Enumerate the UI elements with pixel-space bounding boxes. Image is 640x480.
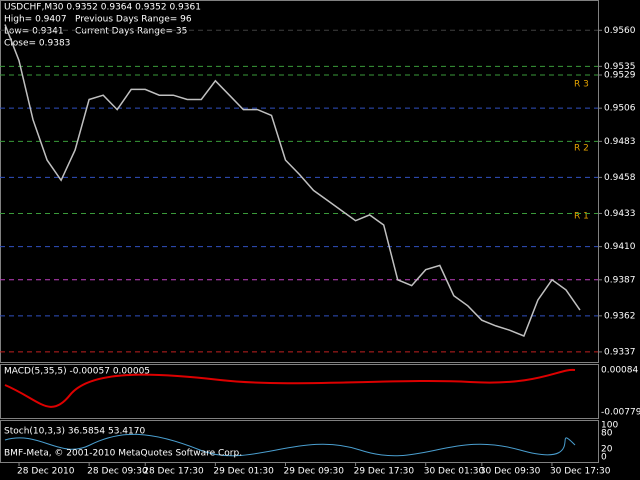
x-tick-label: 29 Dec 09:30 [283, 467, 344, 477]
stoch-tick: 20 [601, 445, 613, 455]
macd-label: MACD(5,35,5) -0.00057 0.00005 [4, 367, 150, 377]
y-tick-label: 0.9387 [604, 275, 636, 285]
stoch-panel [0, 420, 599, 463]
header-low: Low= 0.9341 [4, 27, 64, 37]
macd-panel [0, 364, 599, 419]
y-tick-label: 0.9433 [604, 209, 636, 219]
main-panel [0, 0, 599, 363]
y-tick-label: 0.9506 [604, 104, 636, 114]
pivot-label: R 1 [574, 212, 589, 222]
y-tick-label: 0.9458 [604, 173, 636, 183]
y-tick-label: 0.9362 [604, 311, 636, 321]
macd-tick: -0.00779 [601, 408, 640, 418]
x-tick-label: 28 Dec 09:30 [87, 467, 148, 477]
footer: BMF-Meta, © 2001-2010 MetaQuotes Softwar… [4, 449, 242, 459]
y-tick-label: 0.9483 [604, 137, 636, 147]
y-tick-label: 0.9535 [604, 62, 636, 72]
price-line [4, 24, 581, 337]
macd-tick: 0.00084 [601, 366, 638, 376]
x-tick-label: 28 Dec 17:30 [143, 467, 204, 477]
header-cur-range: Current Days Range= 35 [75, 27, 187, 37]
stoch-main [4, 433, 576, 457]
x-tick-label: 28 Dec 2010 [17, 467, 75, 477]
macd-signal [4, 368, 576, 408]
pivot-label: R 3 [574, 80, 589, 90]
y-tick-label: 0.9337 [604, 347, 636, 357]
header-close: Close= 0.9383 [4, 39, 70, 49]
x-tick-label: 30 Dec 17:30 [550, 467, 611, 477]
y-tick-label: 0.9410 [604, 242, 636, 252]
stoch-tick: 100 [601, 421, 618, 431]
x-tick-label: 29 Dec 17:30 [354, 467, 415, 477]
stoch-label: Stoch(10,3,3) 36.5854 53.4170 [4, 427, 145, 437]
pivot-label: R 2 [574, 144, 589, 154]
x-tick-label: 30 Dec 01:30 [424, 467, 485, 477]
x-tick-label: 29 Dec 01:30 [213, 467, 274, 477]
y-tick-label: 0.9529 [604, 70, 636, 80]
header-prev-range: Previous Days Range= 96 [75, 15, 192, 25]
stoch-tick: 80 [601, 429, 613, 439]
header-high: High= 0.9407 [4, 15, 67, 25]
stoch-tick: 0 [601, 453, 607, 463]
header-symbol: USDCHF,M30 0.9352 0.9364 0.9352 0.9361 [4, 3, 201, 13]
y-tick-label: 0.9560 [604, 26, 636, 36]
x-tick-label: 30 Dec 09:30 [480, 467, 541, 477]
